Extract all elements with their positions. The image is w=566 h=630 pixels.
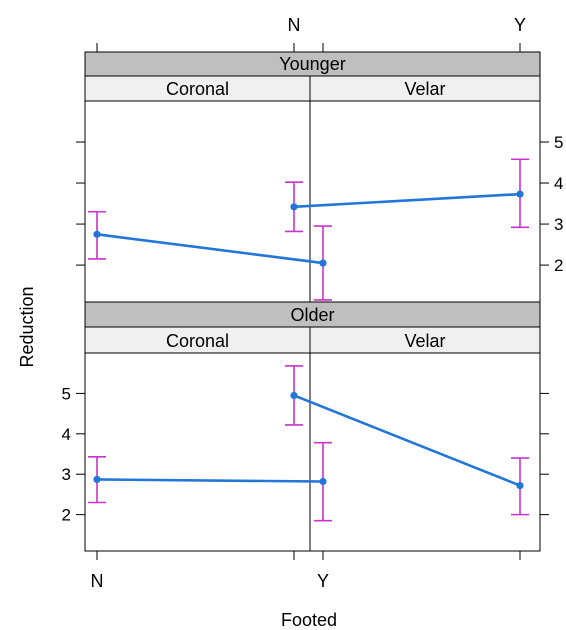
row-strip-younger [84, 51, 541, 77]
row-strip-label: Older [290, 305, 334, 325]
data-point [290, 391, 298, 400]
y-tick-label: 4 [554, 174, 563, 193]
series-line [96, 478, 324, 483]
y-tick-label: 5 [554, 133, 563, 152]
data-point [516, 481, 524, 490]
data-point [319, 259, 327, 267]
panel-frame [84, 352, 311, 552]
y-tick-label: 3 [554, 215, 563, 234]
x-tick-label: Y [317, 571, 329, 591]
x-tick-label: N [288, 15, 301, 35]
data-point [93, 475, 101, 484]
y-axis-label: Reduction [17, 286, 37, 367]
col-strip-label: Coronal [166, 79, 229, 99]
col-strip-velar [309, 326, 541, 354]
col-strip-coronal [84, 75, 311, 102]
x-tick-label: Y [514, 15, 526, 35]
series-line [293, 394, 521, 487]
col-strip-velar [309, 75, 541, 102]
data-point [516, 190, 524, 198]
col-strip-label: Velar [404, 79, 445, 99]
panel-frame [309, 352, 541, 552]
y-tick-label: 3 [62, 465, 71, 484]
row-strip-older [84, 301, 541, 328]
col-strip-coronal [84, 326, 311, 354]
series-line [293, 192, 521, 209]
panel-frame [309, 100, 541, 303]
row-strip-label: Younger [279, 54, 345, 74]
panel-frame [84, 100, 311, 303]
axes: 2 2 3 3 4 4 5 5 N N Y Y [62, 15, 564, 591]
series-line [96, 233, 324, 265]
x-axis-label: Footed [281, 610, 337, 630]
col-strip-label: Velar [404, 331, 445, 351]
data-marks [88, 158, 529, 522]
y-tick-label: 2 [62, 506, 71, 525]
col-strip-label: Coronal [166, 331, 229, 351]
y-tick-label: 2 [554, 256, 563, 275]
data-point [319, 477, 327, 486]
y-tick-label: 5 [62, 384, 71, 403]
strip-labels: Younger Coronal Velar Older Coronal Velar [84, 51, 541, 354]
x-tick-label: N [91, 571, 104, 591]
y-tick-label: 4 [62, 425, 71, 444]
data-point [93, 230, 101, 238]
data-point [290, 203, 298, 211]
